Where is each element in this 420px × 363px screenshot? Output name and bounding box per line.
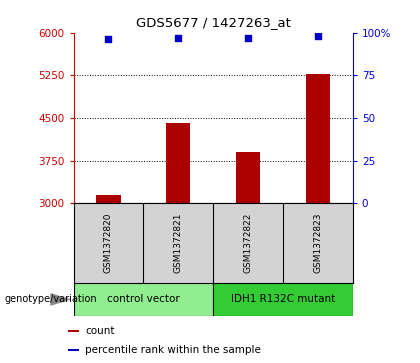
Title: GDS5677 / 1427263_at: GDS5677 / 1427263_at xyxy=(136,16,291,29)
Text: percentile rank within the sample: percentile rank within the sample xyxy=(85,345,261,355)
Bar xyxy=(166,123,190,203)
FancyBboxPatch shape xyxy=(74,283,213,316)
Text: IDH1 R132C mutant: IDH1 R132C mutant xyxy=(231,294,335,305)
Bar xyxy=(306,74,330,203)
Text: GSM1372822: GSM1372822 xyxy=(244,213,252,273)
Bar xyxy=(96,195,121,203)
Polygon shape xyxy=(50,293,71,306)
Point xyxy=(245,35,252,41)
Text: genotype/variation: genotype/variation xyxy=(4,294,97,305)
Bar xyxy=(236,152,260,203)
Bar xyxy=(68,348,79,351)
Point xyxy=(105,37,112,42)
Bar xyxy=(68,330,79,333)
Text: count: count xyxy=(85,326,115,336)
Point xyxy=(175,35,181,41)
FancyBboxPatch shape xyxy=(213,283,353,316)
Text: control vector: control vector xyxy=(107,294,180,305)
Text: GSM1372823: GSM1372823 xyxy=(313,213,323,273)
Text: GSM1372820: GSM1372820 xyxy=(104,213,113,273)
Point xyxy=(315,33,321,39)
Text: GSM1372821: GSM1372821 xyxy=(174,213,183,273)
